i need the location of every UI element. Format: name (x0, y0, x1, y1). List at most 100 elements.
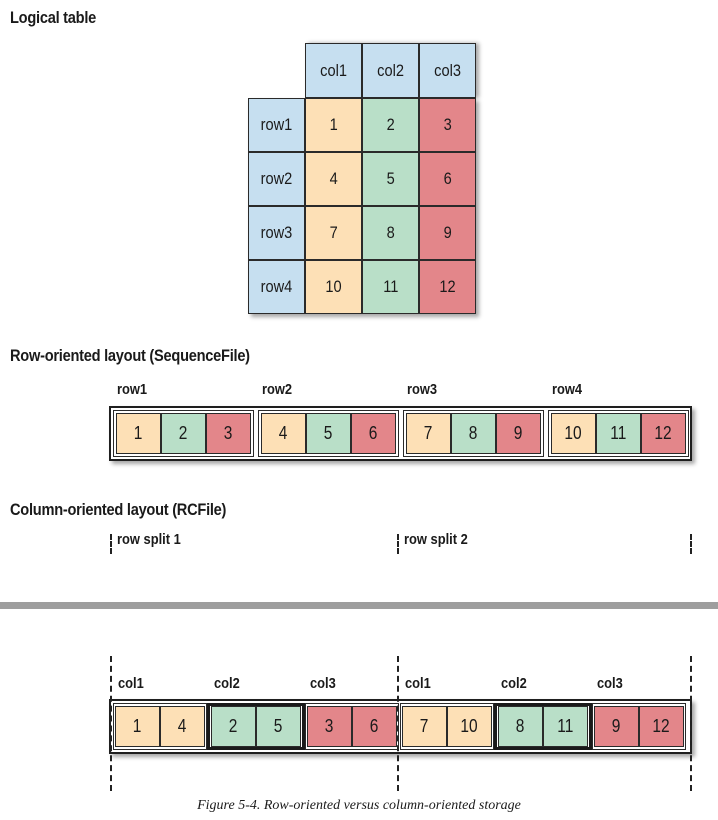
row-layout-label-row1-text: row1 (117, 381, 148, 398)
row-header-row4-text: row4 (260, 277, 293, 296)
column-layout-cell-text: 9 (612, 716, 621, 736)
column-layout-cell-text: 6 (370, 716, 379, 736)
row-layout-cell: 4 (261, 413, 306, 454)
table-cell: 12 (419, 260, 476, 314)
column-header-col3: col3 (419, 43, 476, 98)
row-layout-label-row3-text: row3 (407, 381, 438, 398)
table-cell: 7 (305, 206, 362, 260)
row-layout-cell: 8 (451, 413, 496, 454)
table-cell-text: 4 (329, 169, 338, 188)
column-layout-heading: Column-oriented layout (RCFile) (10, 500, 227, 519)
column-layout-label-col1-text: col1 (118, 675, 144, 692)
row-split-marker-top (397, 534, 399, 554)
table-cell-text: 12 (439, 277, 456, 296)
table-cell-text: 5 (386, 169, 395, 188)
row-layout-cell: 9 (496, 413, 541, 454)
table-cell: 8 (362, 206, 419, 260)
column-layout-cell-text: 4 (178, 716, 187, 736)
column-layout-cell: 10 (447, 706, 492, 747)
column-header-col2-text: col2 (377, 60, 404, 80)
row-header-row3-text: row3 (260, 223, 293, 242)
column-layout-cell-text: 2 (229, 716, 238, 736)
column-layout-label-col3: col3 (597, 675, 623, 692)
row-layout-cell-text: 5 (324, 423, 333, 443)
table-cell-text: 7 (329, 223, 338, 242)
table-cell: 2 (362, 98, 419, 152)
row-split-label-2: row split 2 (404, 531, 468, 548)
column-header-col1-text: col1 (320, 60, 347, 80)
column-header-col2: col2 (362, 43, 419, 98)
row-layout-cell: 2 (161, 413, 206, 454)
row-layout-cell-text: 1 (134, 423, 143, 443)
logical-table-heading: Logical table (10, 8, 97, 27)
row-layout-cell-text: 10 (564, 423, 583, 443)
column-layout-cell: 9 (594, 706, 639, 747)
row-layout-label-row3: row3 (407, 381, 437, 398)
row-header-row2: row2 (248, 152, 305, 206)
row-group-row3 (403, 410, 544, 457)
row-split-label-1-text: row split 1 (117, 531, 181, 548)
row-group-row1 (113, 410, 254, 457)
column-group-col1 (400, 703, 494, 750)
table-cell-text: 9 (443, 223, 452, 242)
column-layout-label-col1: col1 (405, 675, 431, 692)
column-layout-label-col2-text: col2 (501, 675, 527, 692)
column-layout-cell: 8 (498, 706, 543, 747)
row-layout-cell-text: 2 (179, 423, 188, 443)
table-cell-text: 10 (325, 277, 342, 296)
row-layout-cell-text: 8 (469, 423, 478, 443)
row-group-row2 (258, 410, 399, 457)
column-layout-cell: 3 (307, 706, 352, 747)
column-layout-label-col3: col3 (310, 675, 336, 692)
table-cell-text: 11 (382, 277, 399, 296)
column-header-col3-text: col3 (434, 60, 461, 80)
table-cell: 5 (362, 152, 419, 206)
column-layout-cell-text: 10 (460, 716, 479, 736)
column-layout-cell-text: 11 (557, 716, 574, 736)
column-layout-label-col1-text: col1 (405, 675, 431, 692)
row-layout-cell-text: 7 (424, 423, 433, 443)
table-cell: 9 (419, 206, 476, 260)
table-cell-text: 6 (443, 169, 452, 188)
row-layout-cell: 1 (116, 413, 161, 454)
column-layout-label-col3-text: col3 (310, 675, 336, 692)
column-layout-cell-text: 1 (133, 716, 142, 736)
row-layout-cell: 6 (351, 413, 396, 454)
row-layout-label-row2-text: row2 (262, 381, 293, 398)
column-group-col2-highlight (207, 703, 305, 750)
row-header-row4: row4 (248, 260, 305, 314)
row-layout-heading: Row-oriented layout (SequenceFile) (10, 346, 250, 365)
row-layout-cell: 3 (206, 413, 251, 454)
table-cell-text: 1 (329, 115, 338, 134)
row-layout-cell: 5 (306, 413, 351, 454)
row-layout-cell-text: 11 (610, 423, 627, 443)
column-header-col1: col1 (305, 43, 362, 98)
row-layout-cell: 7 (406, 413, 451, 454)
column-layout-cell-text: 12 (652, 716, 671, 736)
row-header-row2-text: row2 (260, 169, 293, 188)
column-layout-cell: 5 (256, 706, 301, 747)
row-layout-label-row4: row4 (552, 381, 582, 398)
column-layout-cell-text: 7 (420, 716, 429, 736)
row-layout-label-row1: row1 (117, 381, 147, 398)
row-split-marker-top (110, 534, 112, 554)
row-split-marker (110, 656, 112, 791)
column-layout-cell-text: 8 (516, 716, 525, 736)
column-group-col1 (113, 703, 207, 750)
column-layout-cell-text: 3 (325, 716, 334, 736)
row-split-marker-top (690, 534, 692, 554)
column-layout-cell: 11 (543, 706, 588, 747)
table-cell: 1 (305, 98, 362, 152)
row-layout-label-row4-text: row4 (552, 381, 583, 398)
row-layout-cell-text: 4 (279, 423, 288, 443)
row-layout-cell-text: 3 (224, 423, 233, 443)
column-group-col2-highlight (494, 703, 592, 750)
figure-caption: Figure 5-4. Row-oriented versus column-o… (197, 798, 521, 813)
column-layout-cell: 12 (639, 706, 684, 747)
row-header-row3: row3 (248, 206, 305, 260)
row-layout-label-row2: row2 (262, 381, 292, 398)
column-group-col3 (592, 703, 686, 750)
row-header-row1-text: row1 (260, 115, 293, 134)
row-split-label-1: row split 1 (117, 531, 181, 548)
column-layout-cell: 7 (402, 706, 447, 747)
